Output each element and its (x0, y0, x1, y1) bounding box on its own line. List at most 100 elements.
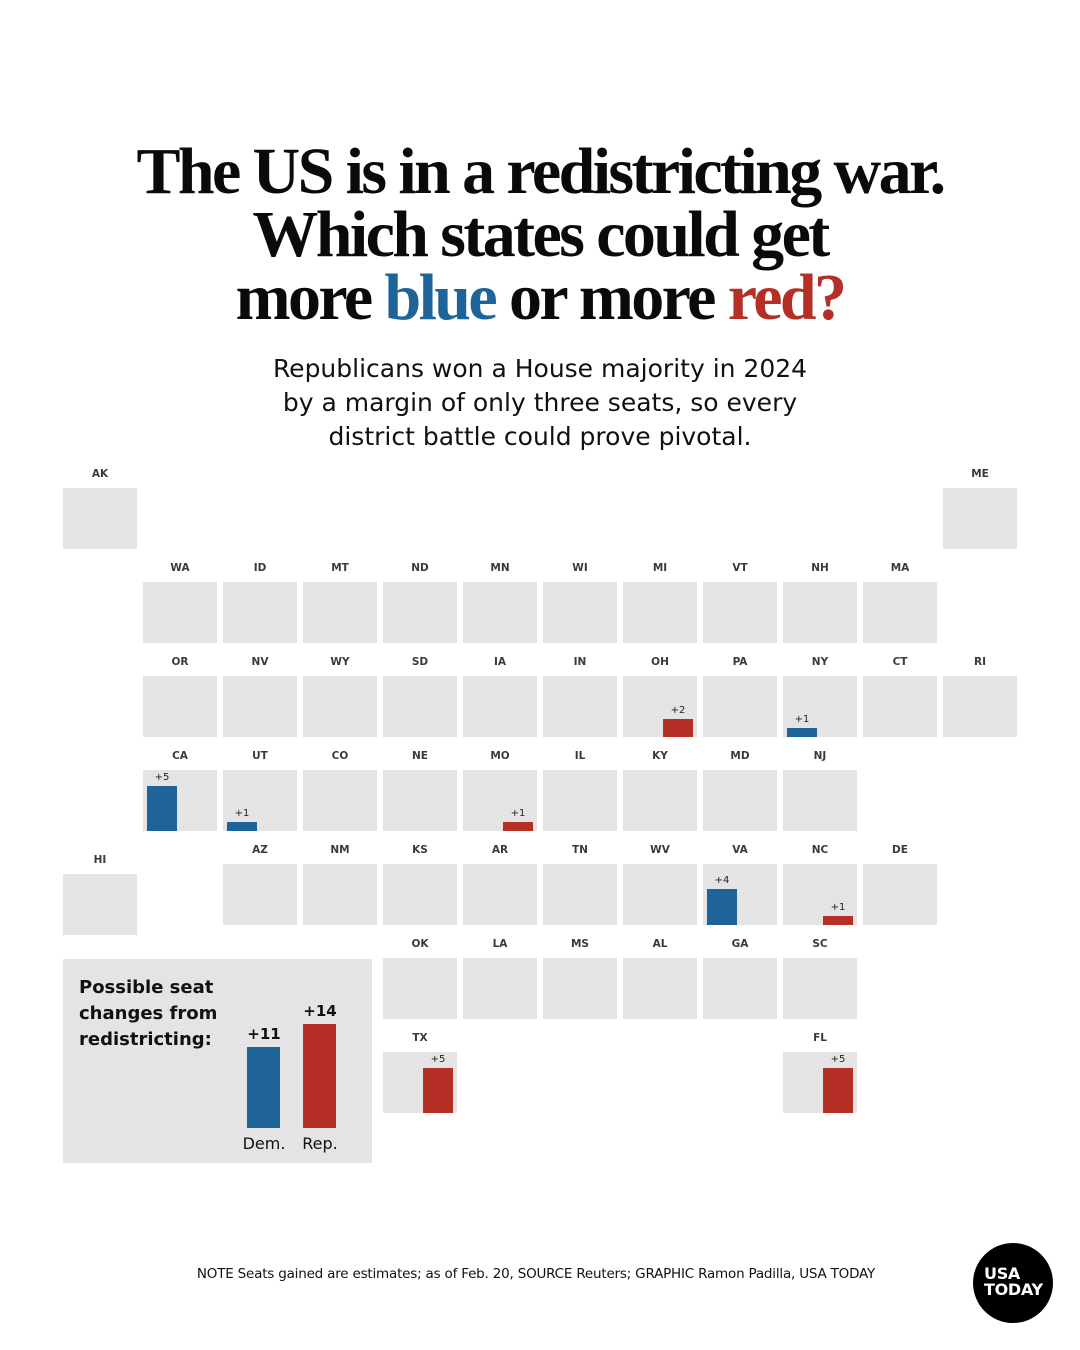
state-tile (543, 582, 617, 643)
state-label: NJ (813, 750, 827, 762)
state-tile (543, 676, 617, 737)
headline-or-more: or more (495, 261, 728, 334)
state-tile (943, 676, 1017, 737)
state-label: NH (811, 562, 829, 574)
state-tile (703, 958, 777, 1019)
seat-gain-label: +1 (234, 808, 250, 819)
rep-gain-bar (423, 1068, 453, 1113)
state-tile (463, 582, 537, 643)
state-tile: +1 (223, 770, 297, 831)
headline-red-word: red? (727, 261, 847, 334)
state-tile (143, 582, 217, 643)
totals-legend: Possible seat changes from redistricting… (63, 959, 372, 1163)
state-label: LA (492, 938, 508, 950)
rep-gain-bar (663, 719, 693, 737)
headline-more: more (235, 261, 385, 334)
state-tile (143, 676, 217, 737)
state-tile: +4 (703, 864, 777, 925)
state-label: PA (732, 656, 748, 668)
seat-gain-label: +4 (714, 875, 730, 886)
state-label: IL (574, 750, 586, 762)
state-label: ME (971, 468, 989, 480)
state-label: CO (331, 750, 349, 762)
state-tile (383, 582, 457, 643)
state-label: MA (890, 562, 910, 574)
state-label: TN (572, 844, 588, 856)
state-tile (303, 864, 377, 925)
state-label: TX (412, 1032, 428, 1044)
state-tile (223, 676, 297, 737)
state-tile (783, 958, 857, 1019)
state-label: KY (652, 750, 668, 762)
state-label: WY (330, 656, 350, 668)
state-label: OH (651, 656, 669, 668)
state-tile (463, 864, 537, 925)
state-label: IN (573, 656, 587, 668)
seat-gain-label: +2 (670, 705, 686, 716)
state-label: WV (650, 844, 670, 856)
state-label: MS (570, 938, 589, 950)
rep-gain-bar (823, 1068, 853, 1113)
subheadline-line-3: district battle could prove pivotal. (328, 422, 752, 451)
state-tile: +1 (783, 864, 857, 925)
state-label: MI (652, 562, 668, 574)
rep-total-bar (303, 1024, 336, 1128)
subheadline-line-1: Republicans won a House majority in 2024 (272, 354, 808, 383)
state-tile (303, 676, 377, 737)
headline-line-2: Which states could get (252, 198, 830, 271)
state-label: RI (974, 656, 986, 668)
state-tile (783, 770, 857, 831)
state-tile (383, 676, 457, 737)
state-tile (623, 770, 697, 831)
state-tile (383, 770, 457, 831)
state-tile: +5 (143, 770, 217, 831)
state-tile (543, 958, 617, 1019)
state-label: WA (170, 562, 190, 574)
state-tile (463, 958, 537, 1019)
state-tile (223, 864, 297, 925)
state-label: UT (252, 750, 268, 762)
state-tile (863, 582, 937, 643)
seat-gain-label: +5 (830, 1054, 846, 1065)
state-tile (863, 864, 937, 925)
state-tile (463, 676, 537, 737)
state-label: ID (253, 562, 267, 574)
rep-gain-bar (823, 916, 853, 925)
seat-gain-label: +1 (794, 714, 810, 725)
state-label: OR (171, 656, 189, 668)
state-label: ND (411, 562, 429, 574)
state-tile (943, 488, 1017, 549)
state-tile (623, 864, 697, 925)
state-tile (863, 676, 937, 737)
seat-gain-label: +1 (830, 902, 846, 913)
state-label: MD (730, 750, 750, 762)
state-label: NM (330, 844, 350, 856)
state-tile (223, 582, 297, 643)
dem-total-category: Dem. (242, 1134, 286, 1153)
headline-blue-word: blue (384, 261, 497, 334)
seat-gain-label: +5 (430, 1054, 446, 1065)
state-label: NE (412, 750, 428, 762)
state-tile (543, 864, 617, 925)
dem-gain-bar (707, 889, 737, 925)
headline-line-3: more blue or more red? (0, 265, 1080, 331)
state-tile (703, 770, 777, 831)
state-tile (703, 582, 777, 643)
rep-total-value: +14 (303, 1002, 337, 1021)
rep-gain-bar (503, 822, 533, 831)
state-label: WI (572, 562, 588, 574)
logo-line-1: USA (984, 1264, 1020, 1283)
dem-total-bar (247, 1046, 280, 1128)
state-tile (623, 582, 697, 643)
state-tile (623, 958, 697, 1019)
state-label: CA (172, 750, 188, 762)
legend-title: Possible seat changes from redistricting… (79, 977, 218, 1050)
state-tile (703, 676, 777, 737)
state-label: FL (813, 1032, 827, 1044)
state-label: NC (811, 844, 829, 856)
state-label: AR (491, 844, 509, 856)
headline: The US is in a redistricting war. Which … (0, 139, 1080, 331)
state-label: NY (811, 656, 829, 668)
rep-total-category: Rep. (302, 1134, 338, 1153)
